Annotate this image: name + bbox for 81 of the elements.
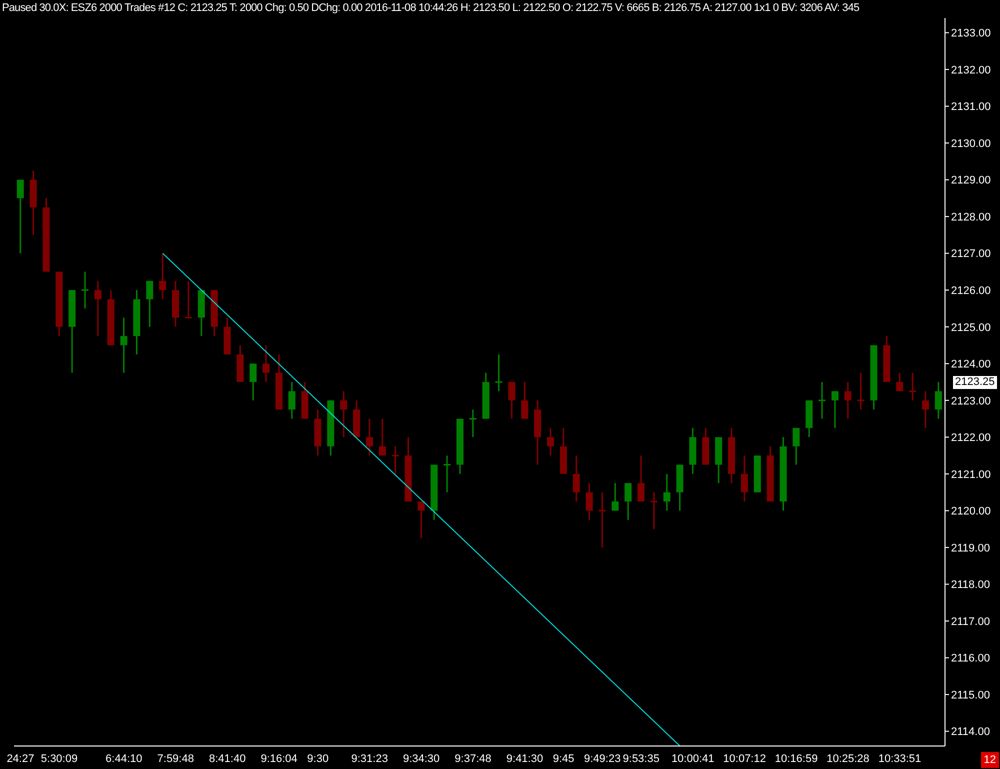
x-tick-label: 9:34:30 xyxy=(402,752,440,765)
candlestick xyxy=(638,454,645,502)
text: 2123.25 xyxy=(953,376,997,389)
x-tick-label: 10:25:28 xyxy=(826,752,870,765)
y-tick-label: 2118.00 xyxy=(951,579,990,592)
candlestick xyxy=(80,270,90,310)
candlestick xyxy=(340,390,348,438)
candlestick xyxy=(624,482,632,521)
candlestick xyxy=(934,381,942,420)
x-tick-label: 10:16:59 xyxy=(774,752,818,765)
candlestick xyxy=(612,482,619,512)
x-tick-label: 9:37:48 xyxy=(454,752,492,765)
x-tick-label: 9:16:04 xyxy=(260,752,298,765)
chart-title: Paused 30.0X: ESZ6 2000 Trades #12 C: 2123.25 T: 2000 Chg: 0.50 DChg: 0.00 2016-11-08 10:44:26 H: 2123.50 L: 2122.50 O: 2122.75 V: 6665 B: 2126.75 A: 2127.00 1x1 0 BV: 3206 AV: 345 xyxy=(2,2,860,14)
candlestick xyxy=(288,381,296,420)
candlestick xyxy=(391,446,400,475)
candlestick xyxy=(94,280,102,337)
y-tick-label: 2124.00 xyxy=(951,358,991,371)
candlestick xyxy=(262,344,270,383)
candlestick xyxy=(908,372,917,402)
y-tick-label: 2128.00 xyxy=(951,211,991,224)
candlestick xyxy=(844,381,852,420)
candlestick xyxy=(740,454,748,502)
candlestick xyxy=(468,408,478,438)
candlestick xyxy=(159,252,166,300)
x-tick-label: 9:53:35 xyxy=(622,752,660,765)
candlestick xyxy=(792,427,800,466)
candlestick xyxy=(494,354,504,392)
y-tick-label: 2117.00 xyxy=(951,616,990,628)
text: 12 xyxy=(980,752,999,768)
candlestick xyxy=(831,390,838,429)
y-tick-label: 2114.00 xyxy=(951,726,990,738)
candlestick xyxy=(442,454,452,494)
y-tick-label: 2119.00 xyxy=(951,542,990,554)
candlestick xyxy=(16,179,24,254)
x-tick-label: 6:44:10 xyxy=(106,752,142,765)
candlestick xyxy=(650,492,658,530)
y-tick-label: 2127.00 xyxy=(951,248,991,260)
candlestick xyxy=(546,427,554,456)
x-tick-label: 10:33:51 xyxy=(878,752,922,765)
candlestick xyxy=(663,473,670,512)
candlestick xyxy=(586,482,593,521)
y-tick-label: 2116.00 xyxy=(951,652,990,665)
candlestick xyxy=(896,372,904,392)
x-tick-label: 9:45 xyxy=(552,752,574,765)
candlestick xyxy=(184,280,193,318)
candlestick xyxy=(250,362,257,402)
x-tick-label: 9:31:23 xyxy=(351,752,388,765)
candlestick xyxy=(146,280,154,328)
y-tick-label: 2133.00 xyxy=(951,28,991,40)
x-tick-label: 10:07:12 xyxy=(723,752,766,765)
x-tick-label: 10:00:41 xyxy=(671,752,714,765)
y-tick-label: 2125.00 xyxy=(951,322,991,334)
y-tick-label: 2126.00 xyxy=(951,284,991,297)
candlestick xyxy=(856,372,866,410)
candlestick xyxy=(366,418,373,456)
x-tick-label: 5:30:09 xyxy=(40,752,78,765)
x-tick-label: 9:30 xyxy=(307,752,329,765)
y-tick-label: 2115.00 xyxy=(951,689,990,702)
candlestick xyxy=(922,390,929,429)
y-tick-label: 2131.00 xyxy=(951,101,991,114)
y-tick-label: 2121.00 xyxy=(951,468,991,481)
x-tick-label: 8:41:40 xyxy=(209,752,246,765)
candlestick xyxy=(378,418,386,456)
x-tick-label: 9:41:30 xyxy=(506,752,544,765)
y-tick-label: 2120.00 xyxy=(951,506,991,518)
x-tick-label: 9:49:23 xyxy=(584,752,621,765)
candlestick xyxy=(508,381,516,420)
y-tick-label: 2132.00 xyxy=(951,64,991,76)
candlestick xyxy=(598,492,606,548)
y-tick-label: 2123.00 xyxy=(951,395,991,408)
y-tick-label: 2122.00 xyxy=(951,432,991,444)
x-tick-label: 24:27 xyxy=(6,752,34,765)
y-tick-label: 2129.00 xyxy=(951,174,991,187)
x-tick-label: 7:59:48 xyxy=(157,752,194,765)
y-tick-label: 2130.00 xyxy=(951,138,991,150)
candlestick xyxy=(418,500,425,540)
candlestick xyxy=(818,381,826,420)
candlestick xyxy=(572,454,580,502)
candlestick xyxy=(521,381,528,420)
candlestick xyxy=(120,316,128,374)
